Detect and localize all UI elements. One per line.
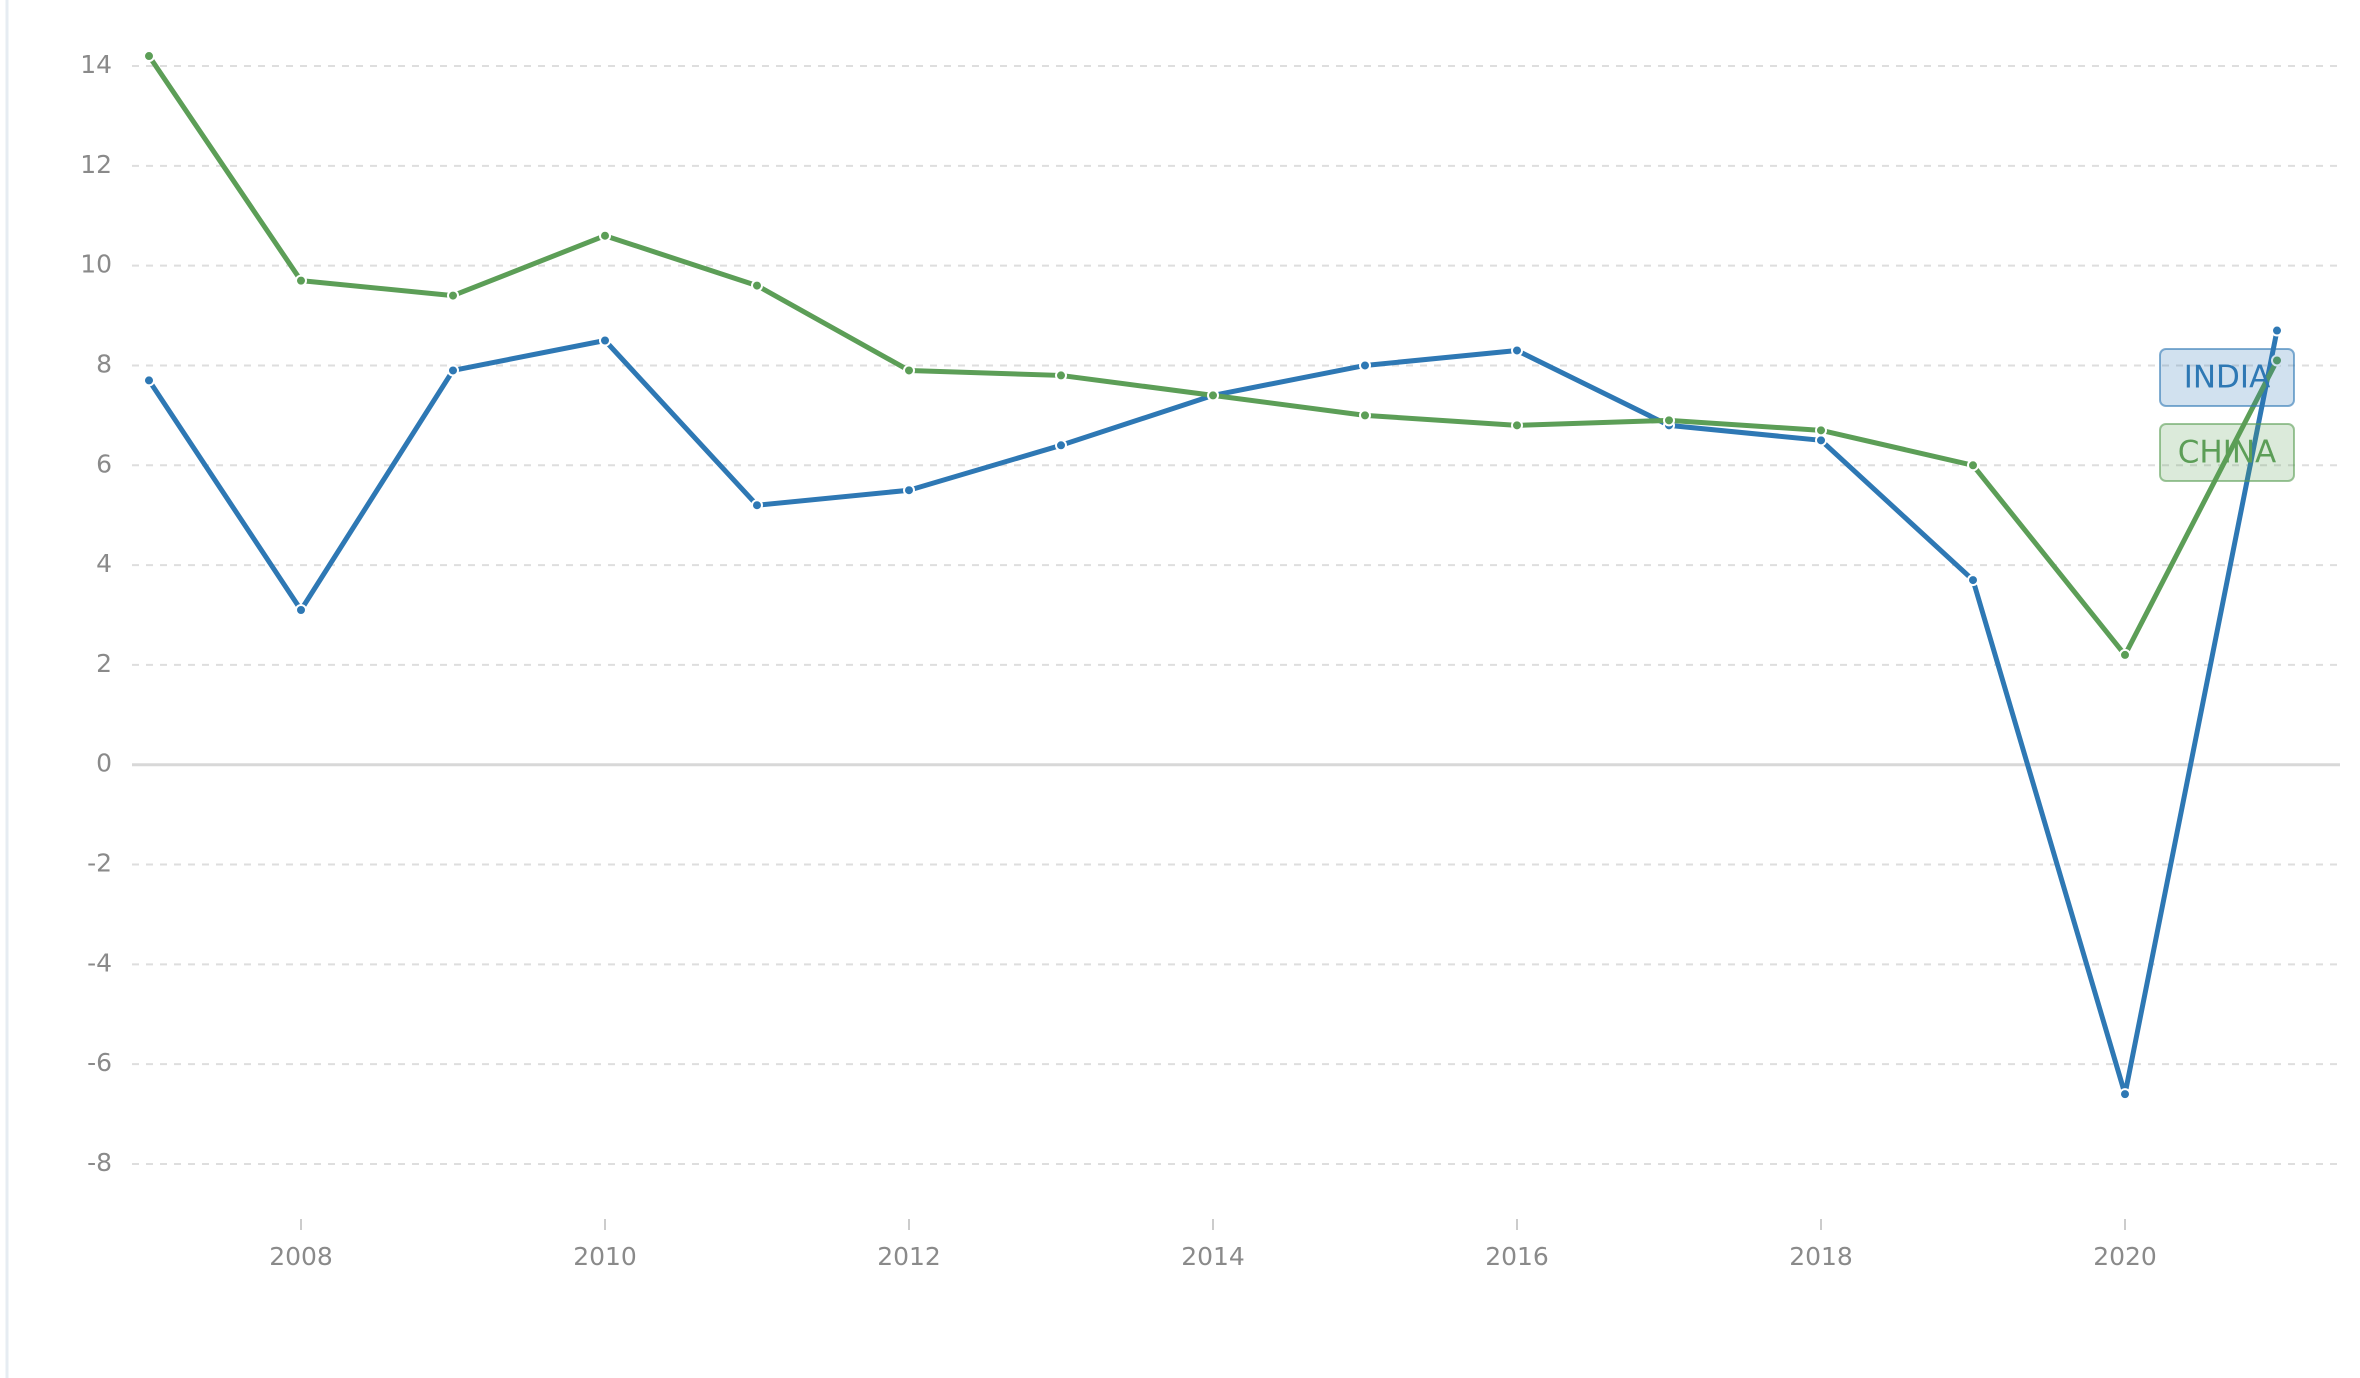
point bbox=[2271, 354, 2283, 367]
x-tick-label: 2020 bbox=[2093, 1242, 2157, 1271]
point bbox=[295, 274, 307, 287]
point bbox=[751, 279, 763, 292]
point bbox=[1967, 574, 1979, 587]
y-tick-label: 0 bbox=[96, 749, 112, 778]
point bbox=[1815, 434, 1827, 447]
point bbox=[751, 499, 763, 512]
y-tick-label: -4 bbox=[87, 948, 112, 977]
point bbox=[2119, 1088, 2131, 1101]
point bbox=[143, 374, 155, 387]
y-tick-label: -6 bbox=[87, 1048, 112, 1077]
point bbox=[447, 364, 459, 377]
y-tick-label: 6 bbox=[96, 449, 112, 478]
series-label-box bbox=[2159, 348, 2295, 407]
point bbox=[295, 604, 307, 617]
point bbox=[2271, 324, 2283, 337]
y-tick-label: 10 bbox=[80, 250, 112, 279]
point bbox=[447, 289, 459, 302]
point bbox=[1511, 344, 1523, 357]
y-tick-label: 14 bbox=[80, 50, 112, 79]
series-label-text: INDIA bbox=[2184, 360, 2271, 396]
point bbox=[1055, 439, 1067, 452]
x-tick-label: 2018 bbox=[1789, 1242, 1853, 1271]
series-label-text: CHINA bbox=[2178, 435, 2277, 471]
point bbox=[599, 229, 611, 242]
x-tick-label: 2016 bbox=[1485, 1242, 1549, 1271]
point bbox=[903, 484, 915, 497]
point bbox=[1359, 359, 1371, 372]
y-tick-label: 12 bbox=[80, 150, 112, 179]
y-tick-label: 2 bbox=[96, 649, 112, 678]
point bbox=[143, 50, 155, 63]
y-tick-label: 8 bbox=[96, 349, 112, 378]
x-tick-label: 2012 bbox=[877, 1242, 941, 1271]
y-tick-label: -8 bbox=[87, 1148, 112, 1177]
point bbox=[1359, 409, 1371, 422]
series-label: INDIA bbox=[2159, 348, 2295, 407]
point bbox=[1815, 424, 1827, 437]
series-line bbox=[146, 330, 2280, 1097]
point bbox=[599, 334, 611, 347]
series-label-box bbox=[2159, 423, 2295, 482]
x-tick-label: 2008 bbox=[269, 1242, 333, 1271]
point bbox=[1967, 459, 1979, 472]
y-tick-label: 4 bbox=[96, 549, 112, 578]
point bbox=[1511, 419, 1523, 432]
point bbox=[903, 364, 915, 377]
y-tick-label: -2 bbox=[87, 849, 112, 878]
x-tick-label: 2014 bbox=[1181, 1242, 1245, 1271]
x-tick-label: 2010 bbox=[573, 1242, 637, 1271]
point bbox=[2119, 648, 2131, 661]
series-label: CHINA bbox=[2159, 423, 2295, 482]
point bbox=[1663, 414, 1675, 427]
point bbox=[1055, 369, 1067, 382]
point bbox=[1207, 389, 1219, 402]
